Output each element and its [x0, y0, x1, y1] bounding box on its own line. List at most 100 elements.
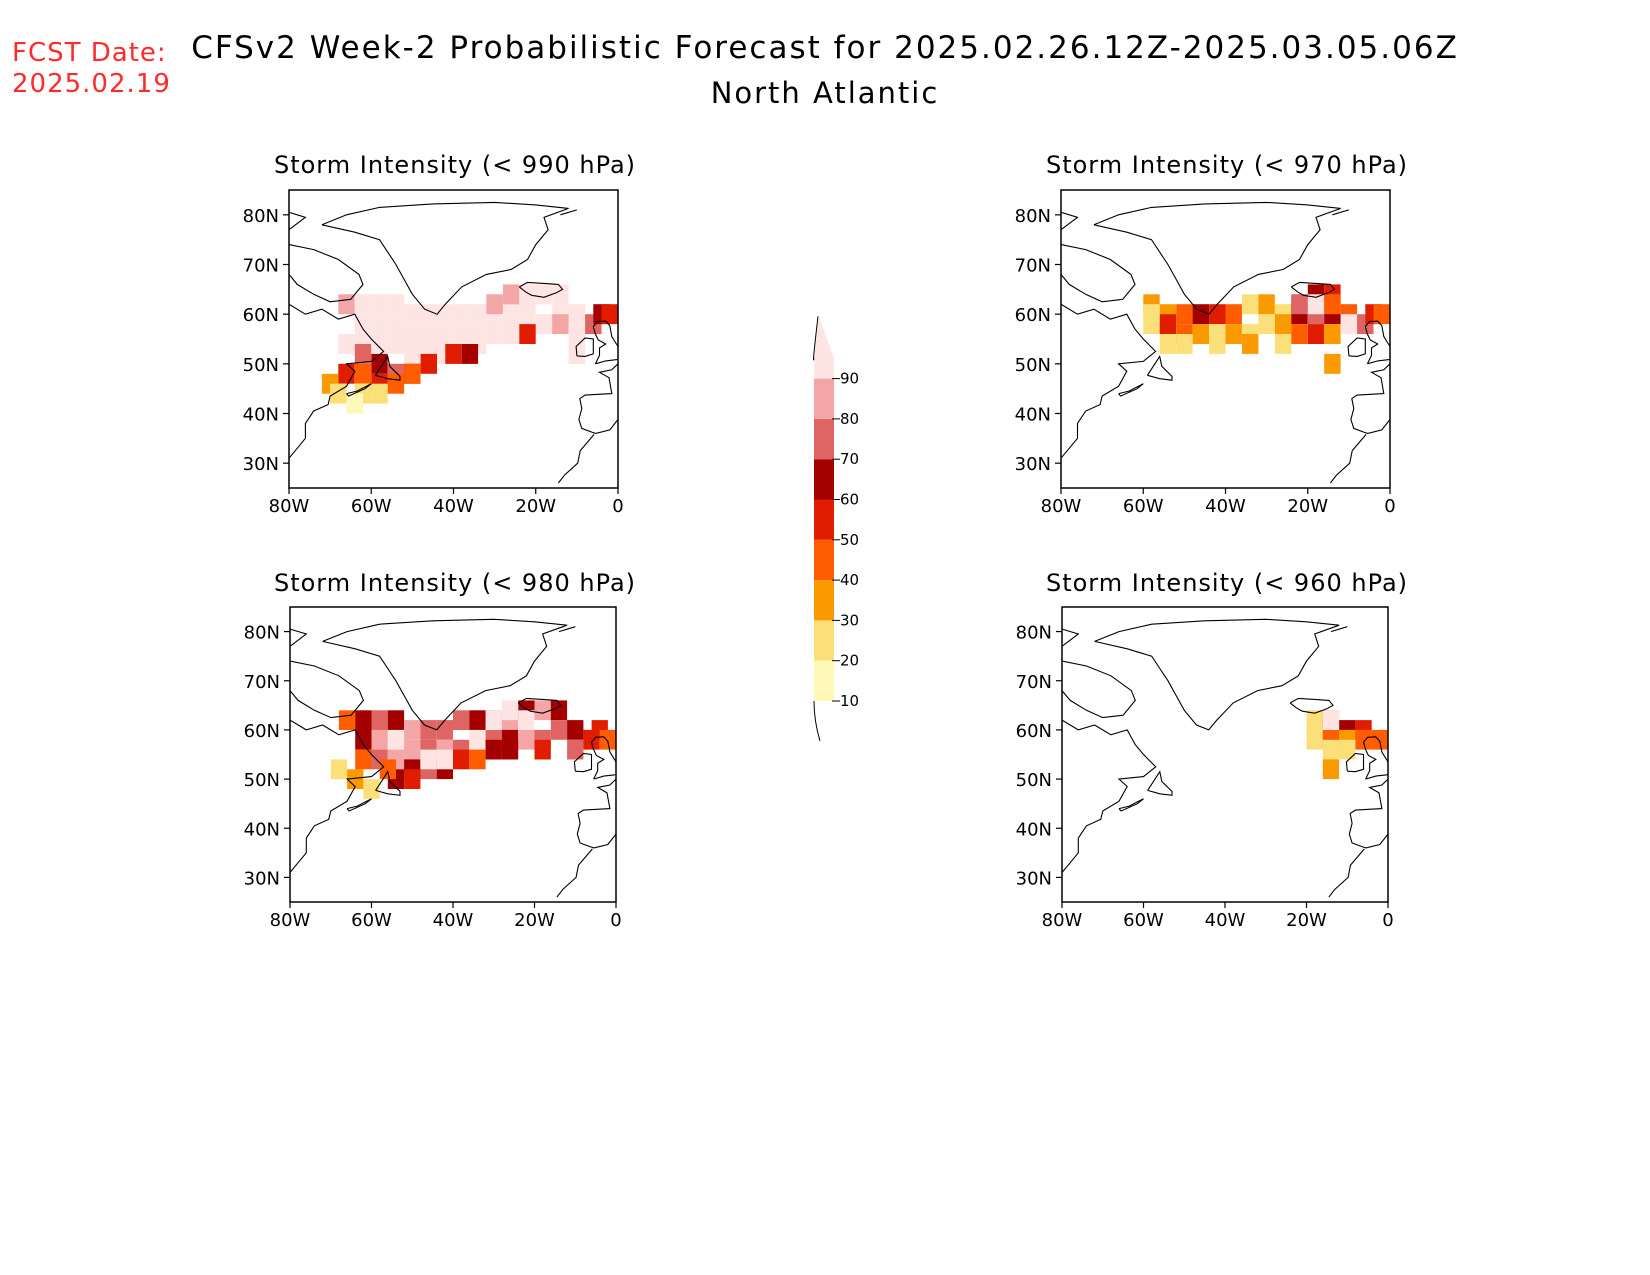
coastline: [1411, 260, 1481, 325]
probability-cell: [404, 324, 421, 344]
probability-cell: [387, 710, 405, 730]
probability-cell: [485, 739, 502, 760]
probability-cell: [354, 344, 372, 364]
probability-cell: [1274, 314, 1292, 335]
lat-tick-label: 60N: [1015, 305, 1051, 326]
coastline: [321, 201, 569, 315]
probability-cell: [1324, 353, 1341, 374]
probability-cell: [436, 749, 453, 770]
coastline: [557, 434, 595, 484]
lon-tick-label: 20W: [515, 496, 556, 517]
page-subtitle: North Atlantic: [710, 76, 940, 110]
probability-cell: [1291, 294, 1308, 315]
probability-cell: [453, 304, 470, 325]
panel-title: Storm Intensity (< 960 hPa): [1046, 569, 1408, 597]
colorbar-label: 20: [840, 652, 859, 670]
lon-tick-label: 40W: [433, 496, 474, 517]
coastline: [1094, 618, 1340, 731]
probability-cell: [1159, 334, 1177, 354]
lon-tick-label: 40W: [1205, 496, 1246, 517]
coastline: [590, 736, 616, 780]
coastline: [322, 618, 568, 731]
probability-cell: [355, 729, 372, 750]
probability-cell: [502, 324, 520, 344]
probability-cell: [485, 710, 502, 730]
colorbar-swatch: [814, 620, 834, 661]
coastline: [289, 303, 385, 459]
coastline: [1408, 676, 1477, 740]
coastline: [290, 719, 385, 873]
lat-tick-label: 70N: [243, 256, 279, 277]
map-panel-970hpa: Storm Intensity (< 970 hPa) 80N 70N 60N 50N…: [1015, 151, 1481, 517]
probability-cell: [404, 363, 421, 384]
coastline: [1332, 209, 1350, 216]
lon-tick-label: 20W: [1287, 496, 1328, 517]
lat-tick-label: 50N: [1015, 355, 1051, 376]
probability-cell: [1307, 324, 1325, 344]
colorbar-swatch: [814, 418, 834, 460]
probability-cell: [550, 700, 568, 721]
lat-tick-label: 50N: [244, 770, 280, 791]
probability-cell: [567, 739, 584, 760]
panel-title: Storm Intensity (< 980 hPa): [274, 569, 636, 597]
coastline: [636, 676, 705, 740]
lat-tick-label: 80N: [1015, 206, 1051, 227]
probability-cell: [1306, 729, 1323, 750]
colorbar-label: 60: [840, 491, 859, 509]
probability-cell: [354, 294, 372, 315]
probability-cell: [420, 353, 437, 374]
lat-tick-label: 40N: [1016, 819, 1052, 840]
coastline: [1061, 244, 1136, 303]
coastline: [639, 260, 709, 325]
coastline: [346, 798, 372, 812]
probability-cell: [453, 749, 470, 770]
lat-tick-label: 30N: [243, 454, 279, 475]
probability-cell: [387, 314, 405, 335]
probability-cell: [501, 739, 519, 760]
probability-cell: [501, 700, 519, 721]
lon-tick-label: 0: [612, 496, 623, 517]
coastline: [1061, 303, 1157, 459]
probability-cell: [599, 729, 616, 750]
coastline: [1345, 752, 1365, 773]
probability-cell: [461, 344, 479, 364]
coastline: [290, 628, 308, 647]
probability-cell: [355, 749, 372, 770]
lon-tick-label: 0: [1382, 910, 1393, 931]
probability-cell: [519, 324, 536, 344]
probability-cell: [534, 700, 551, 721]
lat-tick-label: 80N: [1016, 623, 1052, 644]
colorbar-swatch: [814, 499, 834, 540]
probability-cell: [1209, 304, 1226, 325]
lon-tick-label: 80W: [269, 496, 310, 517]
probability-cell: [371, 353, 388, 374]
colorbar-label: 70: [840, 450, 859, 468]
colorbar-label: 10: [840, 692, 859, 710]
probability-cell: [1306, 710, 1323, 730]
coastline: [1061, 211, 1079, 231]
probability-cell: [1340, 314, 1358, 335]
probability-cell: [453, 710, 470, 730]
probability-cell: [1176, 334, 1193, 354]
coastline: [1147, 770, 1173, 796]
probability-cell: [550, 720, 568, 740]
coastline: [1062, 628, 1080, 647]
lon-tick-label: 80W: [1042, 910, 1083, 931]
probability-cell: [469, 710, 486, 730]
map-panel-980hpa: Storm Intensity (< 980 hPa) 80N 70N 60N 50N…: [244, 569, 705, 931]
probability-cell: [469, 749, 486, 770]
colorbar-label: 30: [840, 611, 859, 629]
probability-cell: [354, 363, 372, 384]
lat-tick-label: 60N: [1016, 721, 1052, 742]
coastline: [1289, 697, 1334, 714]
coastline: [517, 697, 562, 714]
lon-tick-label: 0: [610, 910, 621, 931]
probability-cell: [355, 710, 372, 730]
coastline: [1350, 363, 1390, 434]
probability-cell: [346, 393, 363, 414]
probability-field: [321, 284, 618, 414]
colorbar-swatch: [814, 660, 834, 701]
colorbar-label: 90: [840, 370, 859, 388]
lon-tick-label: 60W: [1123, 496, 1164, 517]
